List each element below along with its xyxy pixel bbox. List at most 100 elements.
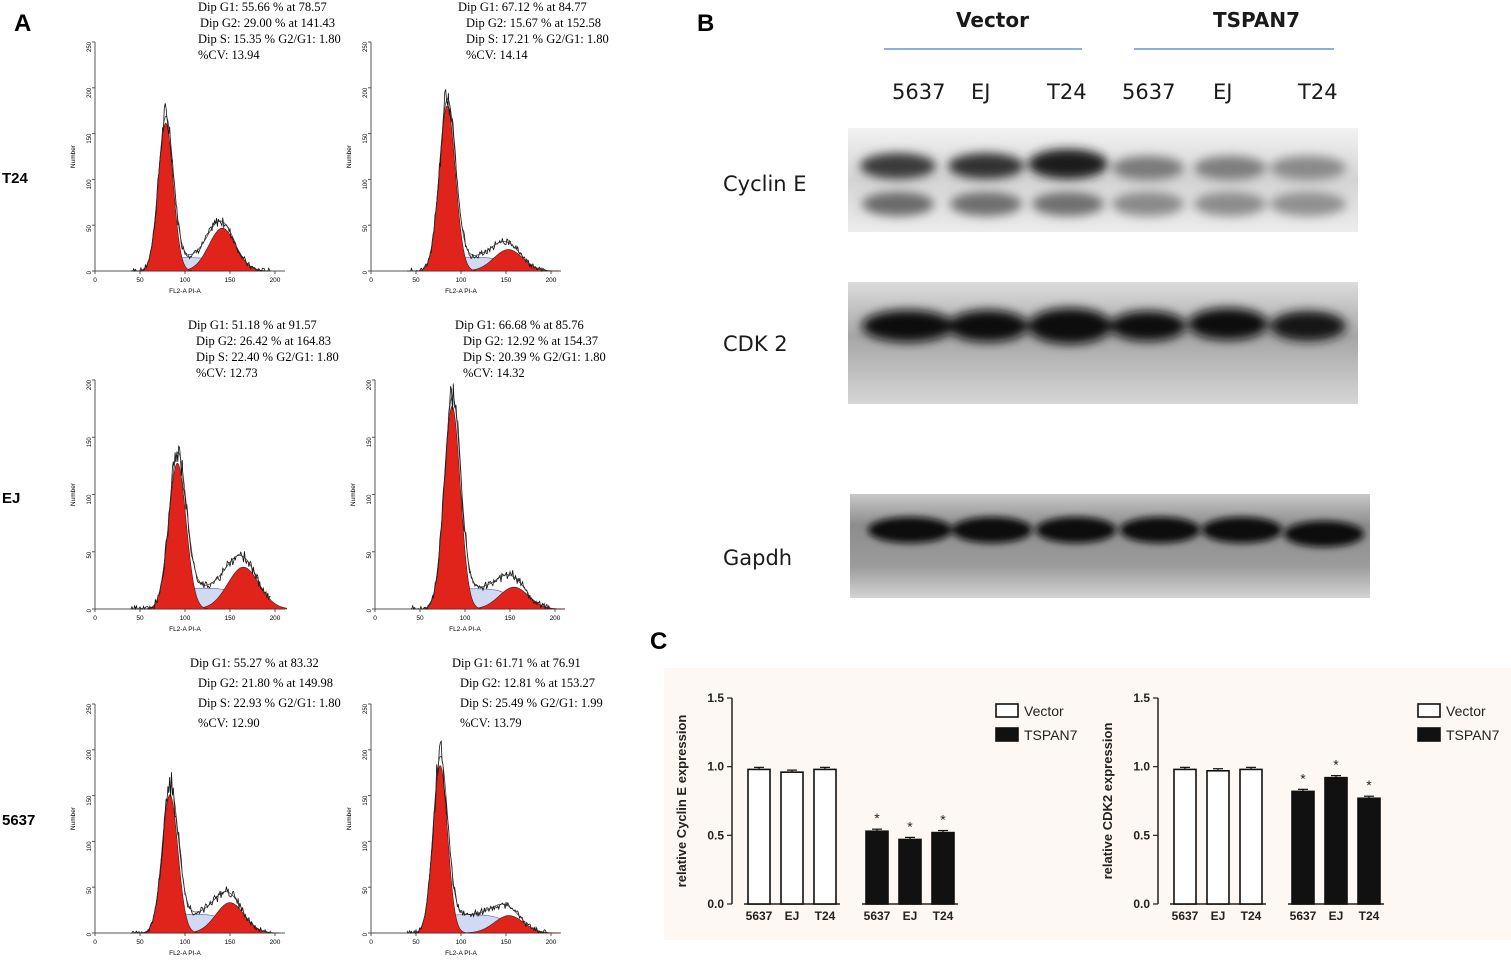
x-tick-label: 100 (460, 615, 471, 622)
x-tick-label: T24 (1241, 909, 1262, 923)
histogram-5637-vector: 0 50 100 150 200 250 0 50 100 150 200 FL2-A PI-A Num… (70, 703, 285, 957)
bar-tspan7-t24 (931, 831, 955, 905)
histogram-5637-tspan7: 0 50 100 150 200 250 0 50 100 150 200 FL2-A PI-A Num… (346, 703, 561, 957)
x-tick-label: 200 (270, 939, 281, 946)
x-tick-label: 50 (136, 615, 144, 622)
stat-s: Dip S: 15.35 % G2/G1: 1.80 (198, 32, 341, 46)
stat-g2: Dip G2: 26.42 % at 164.83 (196, 334, 332, 348)
band (1194, 156, 1266, 180)
blot-cdk2 (848, 282, 1358, 404)
y-axis-label: Number (346, 806, 353, 830)
x-tick-label: 100 (180, 615, 191, 622)
x-axis-label: FL2-A PI-A (169, 950, 201, 957)
y-tick-label: 50 (87, 225, 93, 232)
y-tick-label: 100 (87, 841, 93, 852)
band (862, 192, 934, 216)
stats-t24-vector: Dip G1: 55.66 % at 78.57 Dip G2: 29.00 %… (164, 0, 364, 70)
y-tick-label: 150 (363, 795, 369, 806)
y-tick-label: 100 (87, 179, 93, 190)
x-tick-label: 5637 (1290, 909, 1317, 923)
stat-s: Dip S: 20.39 % G2/G1: 1.80 (463, 350, 606, 364)
x-tick-label: 200 (546, 939, 557, 946)
histogram-t24-vector: 0 50 100 150 200 250 0 50 100 150 200 FL2-A PI-A Num… (70, 41, 285, 295)
g1-peak (142, 794, 199, 934)
stat-g2: Dip G2: 15.67 % at 152.58 (466, 16, 602, 30)
significance-star: * (874, 810, 880, 826)
y-tick-label: 50 (363, 887, 369, 894)
band (1120, 517, 1200, 543)
y-tick-label: 200 (87, 87, 93, 98)
significance-star: * (1333, 757, 1339, 773)
y-tick-label: 1.0 (707, 760, 724, 774)
row-label-t24: T24 (2, 170, 28, 187)
bar-chart-cdk2: 0.0 0.5 1.0 1.5 relative CDK2 expression 5637… (1100, 691, 1500, 923)
legend-label-vector: Vector (1024, 703, 1064, 719)
y-tick-label: 0 (87, 608, 93, 612)
y-tick-label: 200 (363, 749, 369, 760)
band (1194, 192, 1266, 216)
x-tick-label: 150 (505, 615, 516, 622)
band (1028, 149, 1108, 179)
x-tick-label: 5637 (746, 909, 773, 923)
y-axis-label: relative CDK2 expression (1100, 723, 1115, 880)
stat-g1: Dip G1: 67.12 % at 84.77 (458, 0, 587, 14)
x-tick-label: EJ (785, 909, 800, 923)
band (1112, 156, 1184, 180)
y-axis-label: Number (346, 144, 353, 168)
band (948, 310, 1028, 342)
stat-cv: %CV: 13.79 (460, 716, 522, 730)
stat-g2: Dip G2: 21.80 % at 149.98 (198, 676, 334, 690)
y-tick-label: 0 (87, 270, 93, 274)
blot-cyclin-e (848, 128, 1358, 232)
bar-vector-ej (1206, 769, 1230, 905)
x-tick-label: 0 (93, 615, 97, 622)
blot-membrane (850, 494, 1370, 598)
histogram-ej-tspan7: 0 50 100 150 200 0 50 100 150 200 FL2-A PI-A Number (350, 379, 566, 633)
band (1284, 521, 1364, 547)
bar-tspan7-t24 (1357, 797, 1381, 905)
lane-label: EJ (1213, 80, 1233, 104)
band (952, 517, 1032, 543)
significance-star: * (1366, 777, 1372, 793)
protein-label-gapdh: Gapdh (723, 546, 793, 570)
legend-swatch-vector (1417, 703, 1441, 718)
y-tick-label: 0.5 (707, 828, 724, 842)
model-fit-curve (131, 784, 271, 934)
raw-histogram-trace (131, 772, 271, 934)
stat-s: Dip S: 22.40 % G2/G1: 1.80 (196, 350, 339, 364)
y-tick-label: 0.0 (707, 897, 724, 911)
y-tick-label: 250 (87, 703, 93, 714)
x-tick-label: 150 (501, 277, 512, 284)
stat-g1: Dip G1: 55.27 % at 83.32 (190, 656, 319, 670)
stat-g2: Dip G2: 29.00 % at 141.43 (200, 16, 336, 30)
group-underline-tspan7 (1134, 48, 1334, 50)
x-tick-label: 0 (93, 277, 97, 284)
raw-histogram-trace (130, 103, 271, 272)
y-tick-label: 100 (363, 841, 369, 852)
g2-peak (188, 566, 287, 610)
x-axis-label: FL2-A PI-A (449, 626, 481, 633)
y-tick-label: 0 (87, 932, 93, 936)
bar-tspan7-ej (898, 838, 922, 905)
band (862, 310, 954, 342)
bar-vector-5637 (1173, 768, 1197, 905)
panel-b-letter: B (697, 10, 715, 37)
group-underline-vector (884, 48, 1082, 50)
significance-star: * (907, 818, 913, 834)
x-axis-label: FL2-A PI-A (169, 288, 201, 295)
legend-swatch-tspan7 (1417, 727, 1441, 742)
raw-histogram-trace (407, 89, 547, 273)
x-tick-label: EJ (1329, 909, 1344, 923)
band (1270, 311, 1346, 341)
x-tick-label: 150 (225, 277, 236, 284)
stats-t24-tspan7: Dip G1: 67.12 % at 84.77 Dip G2: 15.67 %… (458, 0, 658, 70)
y-axis-label: Number (70, 482, 77, 506)
stat-g1: Dip G1: 66.68 % at 85.76 (455, 318, 584, 332)
band (1110, 311, 1186, 341)
band (1036, 517, 1116, 543)
x-tick-label: T24 (815, 909, 836, 923)
x-axis-label: FL2-A PI-A (169, 626, 201, 633)
g1-peak (418, 105, 476, 272)
x-tick-label: 5637 (864, 909, 891, 923)
x-tick-label: 0 (369, 277, 373, 284)
